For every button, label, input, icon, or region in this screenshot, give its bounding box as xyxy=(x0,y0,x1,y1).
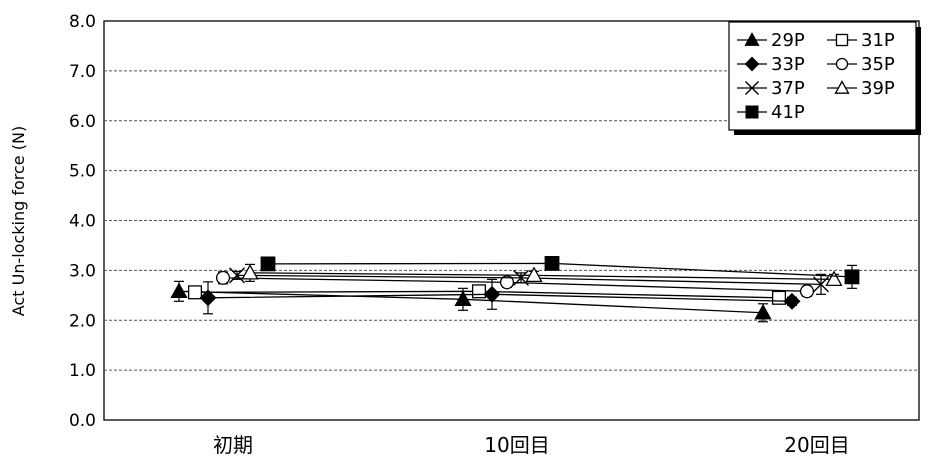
legend-item-39P: 39P xyxy=(827,78,895,99)
gridlines xyxy=(104,70,919,371)
data-point-marker xyxy=(170,282,188,298)
legend-label: 31P xyxy=(861,30,895,51)
legend-label: 35P xyxy=(861,54,895,75)
data-point-marker xyxy=(834,80,850,94)
y-tick-label: 7.0 xyxy=(69,62,96,82)
data-point-marker xyxy=(544,255,560,271)
data-point-marker xyxy=(187,285,203,300)
y-tick-label: 8.0 xyxy=(69,12,96,32)
series-37P xyxy=(229,267,829,295)
x-tick-label: 10回目 xyxy=(484,433,549,457)
data-point-marker xyxy=(229,267,245,284)
legend-item-35P: 35P xyxy=(827,54,895,75)
legend-label: 37P xyxy=(771,78,805,99)
x-tick-label: 20回目 xyxy=(784,433,849,457)
series-29P xyxy=(170,280,772,323)
series-group xyxy=(170,255,860,323)
y-tick-label: 4.0 xyxy=(69,212,96,232)
legend-item-29P: 29P xyxy=(737,30,805,51)
y-tick-label: 3.0 xyxy=(69,261,96,281)
data-point-marker xyxy=(744,56,760,72)
legend-item-41P: 41P xyxy=(737,102,805,123)
data-point-marker xyxy=(471,284,487,299)
data-point-marker xyxy=(744,32,760,46)
data-point-marker xyxy=(215,270,231,285)
y-axis-ticks: 0.0 1.0 2.0 3.0 4.0 5.0 6.0 7.0 8.0 xyxy=(69,12,96,431)
x-axis-ticks: 初期 10回目 20回目 xyxy=(213,433,850,457)
data-point-marker xyxy=(499,275,515,290)
legend: 29P 31P 33P 35P 37P 39P 41P xyxy=(728,21,921,135)
series-35P xyxy=(215,270,815,299)
data-point-marker xyxy=(483,285,501,303)
data-point-marker xyxy=(783,292,801,310)
legend-label: 33P xyxy=(771,54,805,75)
data-point-marker xyxy=(835,57,849,71)
legend-item-37P: 37P xyxy=(737,78,805,99)
data-point-marker xyxy=(454,290,472,306)
data-point-marker xyxy=(844,269,860,285)
data-point-marker xyxy=(525,266,543,283)
legend-label: 41P xyxy=(771,102,805,123)
y-axis-label: Act Un-locking force (N) xyxy=(9,126,28,316)
x-tick-label: 初期 xyxy=(213,433,253,457)
series-39P xyxy=(241,263,843,287)
data-point-marker xyxy=(745,81,759,95)
data-point-marker xyxy=(825,270,843,287)
y-tick-label: 1.0 xyxy=(69,361,96,381)
series-33P xyxy=(199,278,801,315)
data-point-marker xyxy=(799,284,815,299)
legend-label: 29P xyxy=(771,30,805,51)
y-tick-label: 0.0 xyxy=(69,411,96,431)
y-tick-label: 6.0 xyxy=(69,112,96,132)
data-point-marker xyxy=(199,289,217,307)
legend-item-33P: 33P xyxy=(737,54,805,75)
y-tick-label: 2.0 xyxy=(69,311,96,331)
series-41P xyxy=(260,255,860,289)
data-point-marker xyxy=(241,264,259,280)
data-point-marker xyxy=(835,33,849,47)
data-point-marker xyxy=(771,290,787,305)
legend-item-31P: 31P xyxy=(827,30,895,51)
legend-label: 39P xyxy=(861,78,895,99)
data-point-marker xyxy=(754,303,772,320)
y-tick-label: 5.0 xyxy=(69,162,96,182)
data-point-marker xyxy=(260,256,276,272)
data-point-marker xyxy=(513,269,529,286)
data-point-marker xyxy=(745,105,759,119)
